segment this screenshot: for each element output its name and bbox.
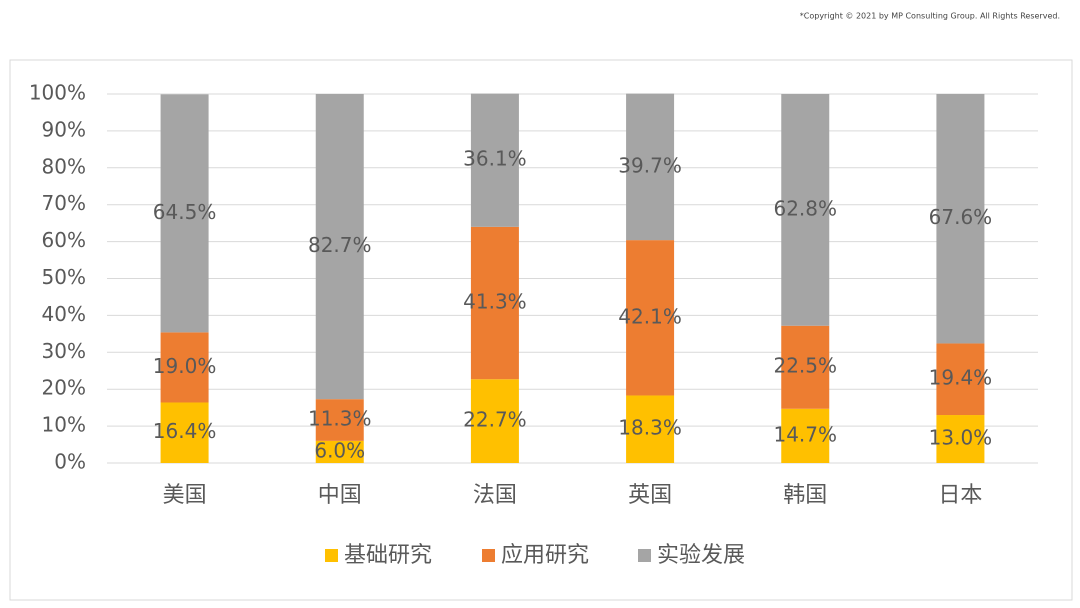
bar-segment [315, 440, 364, 463]
bar-segment [781, 94, 830, 326]
y-tick-label: 90% [42, 117, 86, 141]
copyright: *Copyright © 2021 by MP Consulting Group… [800, 12, 1060, 21]
bar-segment [315, 94, 364, 400]
data-label: 13.0% [929, 426, 993, 450]
y-tick-label: 100% [29, 81, 86, 105]
data-label: 22.7% [463, 408, 527, 432]
bar-segment [781, 325, 830, 409]
x-tick-label: 美国 [163, 483, 207, 508]
x-tick-label: 日本 [938, 483, 982, 508]
bar-segment [470, 226, 519, 380]
y-tick-label: 0% [54, 450, 86, 474]
data-label: 18.3% [618, 416, 682, 440]
x-tick-label: 法国 [473, 483, 517, 508]
bar-segment [470, 379, 519, 463]
bar-segment [315, 399, 364, 441]
data-label: 16.4% [153, 419, 217, 443]
data-label: 39.7% [618, 153, 682, 177]
bar-segment [936, 415, 985, 463]
bar-segment [781, 408, 830, 463]
data-label: 19.4% [929, 366, 993, 390]
data-label: 64.5% [153, 200, 217, 224]
legend-swatch [638, 549, 651, 562]
y-tick-label: 60% [42, 228, 86, 252]
data-label: 41.3% [463, 290, 527, 314]
data-label: 36.1% [463, 147, 527, 171]
data-label: 42.1% [618, 304, 682, 328]
bar-segment [936, 343, 985, 416]
y-tick-label: 50% [42, 265, 86, 289]
bar-segment [626, 395, 675, 463]
data-label: 11.3% [308, 407, 372, 431]
bar-segment [626, 240, 675, 396]
legend-swatch [325, 549, 338, 562]
legend-swatch [482, 549, 495, 562]
x-tick-label: 英国 [628, 483, 672, 508]
y-tick-label: 80% [42, 154, 86, 178]
bar-segment [160, 402, 209, 463]
bar-segment [160, 332, 209, 403]
bar-segment [626, 93, 675, 241]
data-label: 62.8% [773, 196, 837, 220]
y-tick-label: 20% [42, 376, 86, 400]
bar-segment [160, 94, 209, 333]
y-tick-label: 70% [42, 191, 86, 215]
data-label: 14.7% [773, 422, 837, 446]
data-label: 82.7% [308, 233, 372, 257]
data-label: 6.0% [314, 438, 365, 462]
bar-segment [470, 93, 519, 227]
x-tick-label: 韩国 [783, 483, 827, 508]
data-label: 67.6% [929, 205, 993, 229]
bar-segment [936, 94, 985, 344]
data-label: 22.5% [773, 354, 837, 378]
legend-label: 基础研究 [344, 543, 432, 568]
data-label: 19.0% [153, 354, 217, 378]
x-tick-label: 中国 [318, 483, 362, 508]
y-tick-label: 40% [42, 302, 86, 326]
y-tick-label: 30% [42, 339, 86, 363]
y-tick-label: 10% [42, 413, 86, 437]
legend-label: 实验发展 [657, 543, 745, 568]
legend-label: 应用研究 [501, 543, 589, 568]
